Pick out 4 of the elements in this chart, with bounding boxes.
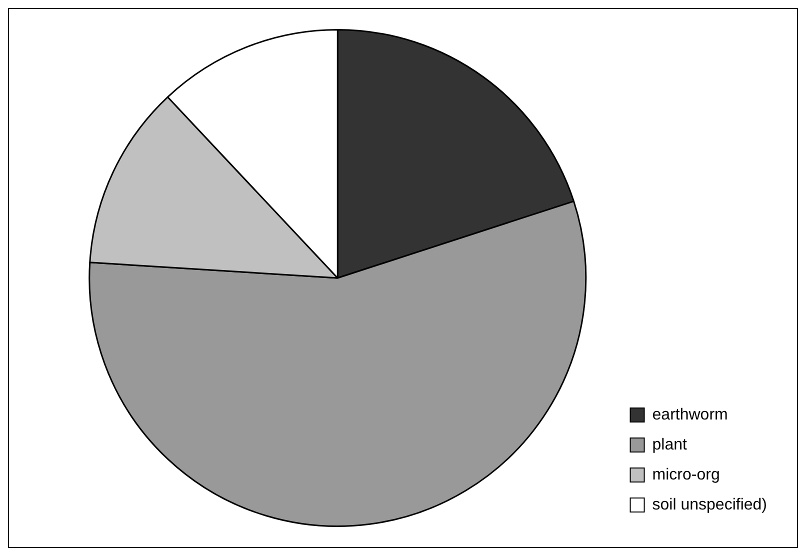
legend-label: soil unspecified) [652, 496, 768, 514]
legend-label: micro-org [652, 466, 720, 484]
legend-label: earthworm [652, 406, 728, 424]
legend-label: plant [652, 436, 688, 454]
